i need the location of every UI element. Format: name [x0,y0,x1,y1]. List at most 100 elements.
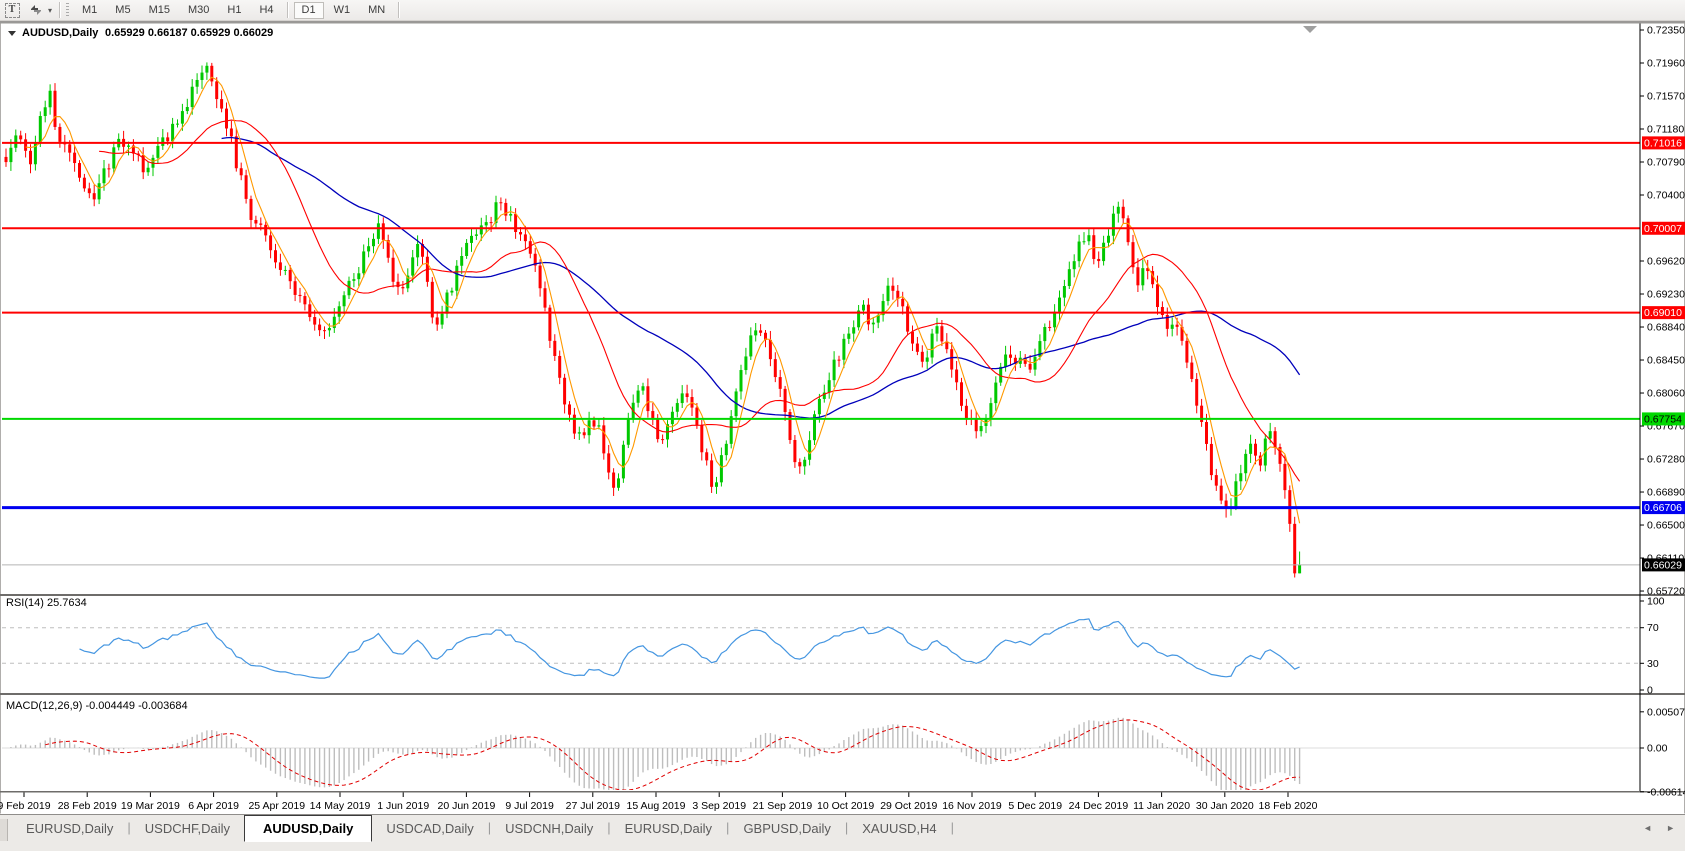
tab-eurusd-daily[interactable]: EURUSD,Daily [26,821,114,836]
current-price-price-badge [1642,558,1685,572]
support-price-badge [1642,412,1685,426]
price-tick-label: 0.71960 [1647,58,1685,70]
date-axis: 9 Feb 2019 28 Feb 2019 19 Mar 2019 6 Apr 20… [0,792,1318,812]
tabbar-edge [0,819,8,841]
tab-gbpusd-daily[interactable]: GBPUSD,Daily [743,821,831,836]
timeframe-button-mn[interactable]: MN [360,2,393,19]
toolbar-separator [286,2,289,18]
tab-audusd-daily[interactable]: AUDUSD,Daily [244,815,373,842]
price-tick-label: 0.69620 [1647,256,1685,268]
date-tick-label: 29 Oct 2019 [880,800,937,812]
panel-separator[interactable] [0,791,1685,793]
tab-separator: | [487,820,492,835]
price-chart-svg[interactable]: 0.72350 0.71960 0.71570 0.71180 0.70790 0.704… [0,21,1685,814]
macd-tick-label: 0.00 [1647,743,1668,755]
price-badge-label: 0.67754 [1644,413,1682,425]
date-tick-label: 9 Jul 2019 [505,800,554,812]
date-tick-label: 24 Dec 2019 [1069,800,1129,812]
price-tick-label: 0.72350 [1647,25,1685,37]
chart-ohlc-quote: 0.65929 0.66187 0.65929 0.66029 [105,27,273,39]
tab-separator: | [844,820,849,835]
price-badge-label: 0.70007 [1644,223,1682,235]
price-tick-label: 0.70400 [1647,190,1685,202]
tab-usdcad-daily[interactable]: USDCAD,Daily [386,821,474,836]
price-tick-label: 0.71180 [1647,124,1684,136]
support-price-badge [1642,501,1685,515]
date-tick-label: 28 Feb 2019 [58,800,117,812]
rsi-tick-label: 100 [1647,596,1665,608]
timeframe-button-d1[interactable]: D1 [293,1,324,19]
date-tick-label: 1 Jun 2019 [377,800,429,812]
timeframe-button-w1[interactable]: W1 [326,2,359,19]
tab-scroll-controls: ◄ ► [1643,815,1685,833]
timeframe-button-m1[interactable]: M1 [74,2,105,19]
chart-window[interactable]: 0.72350 0.71960 0.71570 0.71180 0.70790 0.704… [0,21,1685,814]
date-tick-label: 20 Jun 2019 [437,800,495,812]
toolbar-separator [398,2,401,18]
window-top-border [0,21,1685,24]
date-tick-label: 27 Jul 2019 [566,800,620,812]
macd-label: MACD(12,26,9) -0.004449 -0.003684 [6,700,188,712]
tab-separator: | [127,820,131,835]
text-label-tool-button[interactable]: T [1,1,23,19]
tab-xauusd-h4[interactable]: XAUUSD,H4 [862,821,937,836]
timeframe-button-h4[interactable]: H4 [251,2,281,19]
tab-usdchf-daily[interactable]: USDCHF,Daily [144,821,231,836]
macd-tick-label: -0.006148 [1647,786,1685,798]
toolbar-separator [59,2,62,18]
date-tick-label: 19 Mar 2019 [121,800,180,812]
panel-separator[interactable] [0,594,1685,596]
price-tick-label: 0.68840 [1647,322,1685,334]
chart-collapse-icon[interactable] [8,31,16,36]
date-tick-label: 6 Apr 2019 [188,800,239,812]
tab-scroll-left-icon[interactable]: ◄ [1643,823,1653,833]
resistance-price-badge [1642,306,1685,320]
date-tick-label: 9 Feb 2019 [0,800,51,812]
resistance-price-badge [1642,221,1685,235]
date-tick-label: 10 Oct 2019 [817,800,874,812]
price-badge-label: 0.66029 [1644,559,1682,571]
timeframe-button-m30[interactable]: M30 [180,2,217,19]
timeframe-button-h1[interactable]: H1 [219,2,249,19]
price-tick-label: 0.68060 [1647,388,1685,400]
candles-layer [4,62,1302,578]
tab-eurusd-daily[interactable]: EURUSD,Daily [624,821,713,836]
tab-separator: | [950,820,955,835]
timeframe-button-m5[interactable]: M5 [107,2,138,19]
rsi-tick-label: 30 [1647,658,1659,670]
toolbar-grip [66,3,70,17]
panel-separator[interactable] [0,693,1685,695]
price-tick-label: 0.70790 [1647,157,1685,169]
date-tick-label: 18 Feb 2020 [1259,800,1318,812]
timeframe-button-m15[interactable]: M15 [141,2,178,19]
date-tick-label: 5 Dec 2019 [1008,800,1062,812]
chevron-down-icon[interactable]: ▾ [48,5,53,15]
date-tick-label: 30 Jan 2020 [1196,800,1254,812]
toolbar: T ▾ M1 M5 M15 M30 H1 H4 D1 W1 MN [0,0,1685,21]
tab-separator: | [607,820,611,835]
tab-usdcnh-daily[interactable]: USDCNH,Daily [505,821,594,836]
macd-panel [2,717,1640,790]
tab-scroll-right-icon[interactable]: ► [1666,823,1675,833]
arrange-arrows-icon [31,5,41,15]
arrange-arrows-button[interactable] [25,1,47,19]
price-badge-label: 0.69010 [1644,307,1682,319]
date-tick-label: 14 May 2019 [310,800,371,812]
price-badge-label: 0.71016 [1644,137,1682,149]
price-tick-label: 0.66890 [1647,487,1685,499]
rsi-tick-label: 0 [1647,685,1653,697]
price-tick-label: 0.68450 [1647,355,1685,367]
symbol-tabs: EURUSD,Daily | USDCHF,Daily AUDUSD,Daily USD… [8,815,1643,845]
date-tick-label: 3 Sep 2019 [692,800,746,812]
date-tick-label: 11 Jan 2020 [1133,800,1190,812]
date-tick-label: 15 Aug 2019 [627,800,686,812]
date-tick-label: 21 Sep 2019 [753,800,813,812]
ma-medium-line [99,119,1301,482]
macd-tick-label: 0.005076 [1647,706,1685,718]
rsi-panel [2,618,1640,679]
price-axis: 0.72350 0.71960 0.71570 0.71180 0.70790 0.704… [1640,25,1685,598]
price-tick-label: 0.69230 [1647,289,1685,301]
chart-shift-marker-icon[interactable] [1303,26,1317,33]
price-tick-label: 0.71570 [1647,91,1685,103]
chart-title: AUDUSD,Daily [22,27,99,39]
